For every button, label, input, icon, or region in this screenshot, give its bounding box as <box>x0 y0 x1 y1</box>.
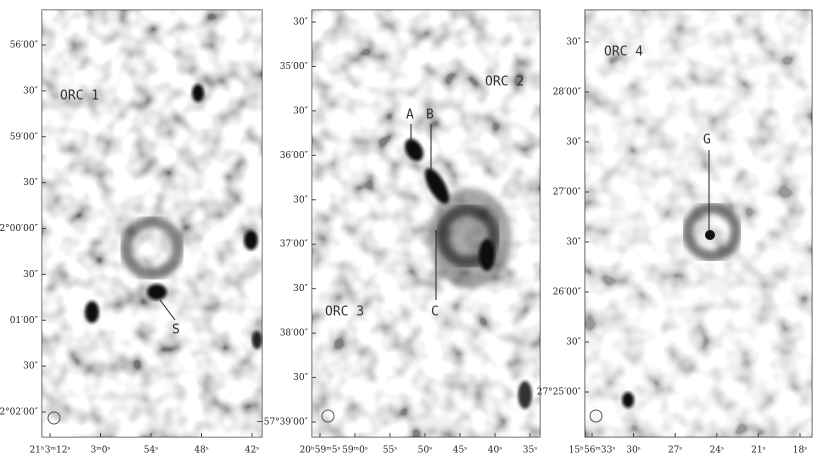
ring <box>120 216 184 280</box>
panel: ORC 4 G <box>584 9 813 438</box>
y-tick-label: −62°00′00″ <box>0 224 39 234</box>
x-tick-label: 45ˢ <box>453 446 467 456</box>
x-tick-label: 15ʰ56ᵐ33ˢ <box>569 446 616 456</box>
beam <box>47 411 61 425</box>
y-tick-label: 56′00″ <box>10 41 39 51</box>
source <box>705 230 715 240</box>
y-tick-label: 38′00″ <box>280 329 309 339</box>
x-tick-label: 59ᵐ0ˢ <box>342 446 368 456</box>
y-tick-label: 35′00″ <box>280 62 309 72</box>
beam <box>321 409 335 423</box>
y-tick-label: 30″ <box>293 373 308 383</box>
y-tick-label: 30″ <box>23 362 38 372</box>
y-tick-label: 37′00″ <box>280 240 309 250</box>
beam <box>589 409 603 423</box>
y-tick-label: 30″ <box>293 195 308 205</box>
y-tick-label: −62°02′00″ <box>0 408 39 418</box>
source <box>147 284 167 300</box>
y-tick-label: 59′00″ <box>10 132 39 142</box>
annotation: ORC 3 <box>325 305 364 320</box>
y-tick-label: 30″ <box>23 86 38 96</box>
x-tick-label: 27ˢ <box>668 446 682 456</box>
y-tick-label: −57°39′00″ <box>256 418 308 428</box>
source <box>404 138 424 162</box>
source <box>518 381 532 409</box>
x-tick-label: 54ˢ <box>144 446 158 456</box>
y-tick-label: 30″ <box>566 138 581 148</box>
ring <box>436 204 500 268</box>
x-tick-label: 48ˢ <box>194 446 208 456</box>
y-tick-label: 30″ <box>293 284 308 294</box>
y-tick-label: 30″ <box>293 18 308 28</box>
x-tick-label: 20ʰ59ᵐ5ˢ <box>299 446 340 456</box>
noise <box>585 10 812 437</box>
x-tick-label: 42ˢ <box>245 446 259 456</box>
panel: ORC 2 A B C ORC 3 <box>311 9 541 438</box>
y-tick-label: 36′00″ <box>280 151 309 161</box>
source <box>479 239 495 271</box>
annotation: G <box>703 133 711 148</box>
x-tick-label: 30ˢ <box>626 446 640 456</box>
y-tick-label: 30″ <box>566 338 581 348</box>
x-tick-label: 21ˢ <box>751 446 765 456</box>
y-tick-label: 30″ <box>566 238 581 248</box>
source <box>252 331 262 349</box>
x-tick-label: 40ˢ <box>488 446 502 456</box>
y-tick-label: 01′00″ <box>10 316 39 326</box>
source <box>244 230 258 250</box>
y-tick-label: 28′00″ <box>553 88 582 98</box>
y-tick-label: 30″ <box>23 270 38 280</box>
source <box>85 301 99 323</box>
x-tick-label: 18ˢ <box>793 446 807 456</box>
y-tick-label: 26′00″ <box>553 288 582 298</box>
panel-label: ORC 4 <box>604 45 643 60</box>
panel: ORC 1 S <box>41 9 263 438</box>
annotation: C <box>431 305 439 320</box>
source <box>424 168 450 204</box>
x-tick-label: 24ˢ <box>710 446 724 456</box>
annotation: A <box>406 108 414 123</box>
annotation: B <box>426 108 434 123</box>
y-tick-label: 27′00″ <box>553 188 582 198</box>
panel-label: ORC 1 <box>60 89 99 104</box>
y-tick-label: 27°25′00″ <box>537 388 582 398</box>
pointer <box>159 299 176 321</box>
x-tick-label: 35ˢ <box>523 446 537 456</box>
y-tick-label: 30″ <box>566 38 581 48</box>
ring <box>682 202 742 262</box>
annotation: S <box>172 323 180 338</box>
source <box>192 84 204 102</box>
y-tick-label: 30″ <box>23 178 38 188</box>
panel-label: ORC 2 <box>485 75 524 90</box>
x-tick-label: 50ˢ <box>418 446 432 456</box>
y-tick-label: 30″ <box>293 106 308 116</box>
x-tick-label: 3ᵐ0ˢ <box>90 446 110 456</box>
x-tick-label: 21ʰ3ᵐ12ˢ <box>29 446 70 456</box>
x-tick-label: 55ˢ <box>383 446 397 456</box>
source <box>622 392 634 408</box>
